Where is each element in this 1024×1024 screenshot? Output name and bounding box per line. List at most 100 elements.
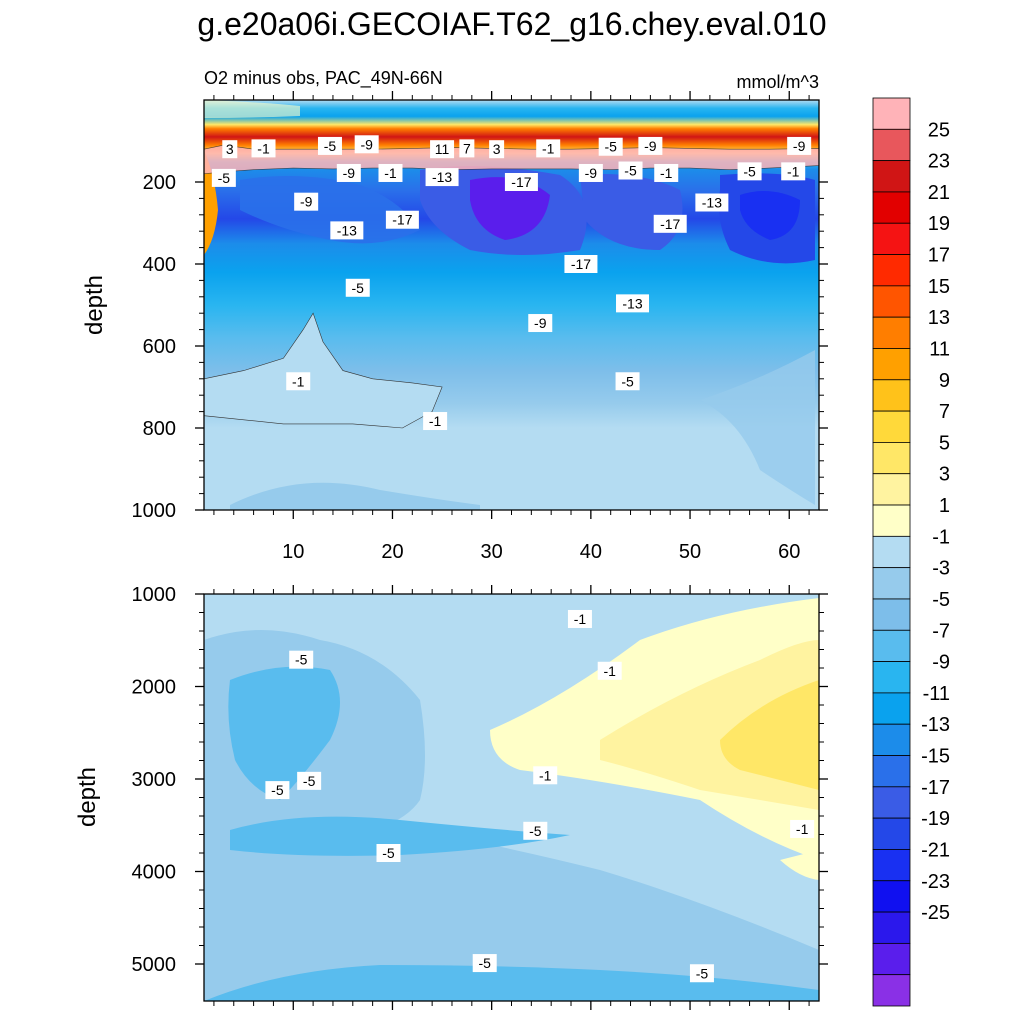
colorbar-label-9: 7: [939, 401, 950, 423]
contour-label-0-12: -9: [343, 165, 356, 181]
contour-label-0-29: -9: [534, 315, 547, 331]
colorbar-swatch-18: [872, 661, 911, 694]
colorbar-label-4: 17: [928, 245, 950, 267]
contour-label-1-0: -1: [574, 611, 587, 627]
colorbar-swatch-25: [872, 880, 911, 913]
colorbar-label-0: 25: [928, 119, 950, 141]
contour-label-0-7: -1: [542, 140, 555, 156]
contour-label-0-24: -13: [337, 222, 357, 238]
colorbar-swatch-6: [872, 285, 911, 318]
contour-label-bg-0-7: [536, 139, 561, 158]
colorbar-swatch-4: [872, 222, 911, 255]
lower-band-5-mid: [230, 816, 570, 856]
upper-east-band: [700, 350, 815, 505]
ytick-label-1-0: 1000: [132, 584, 177, 606]
contour-label-bg-1-8: [376, 844, 401, 862]
contour-label-bg-0-13: [378, 163, 403, 182]
contour-label-bg-1-2: [289, 650, 314, 669]
contour-label-bg-0-8: [598, 137, 623, 156]
colorbar-swatch-19: [872, 692, 911, 725]
lower-band-3-east: [720, 680, 819, 790]
contour-label-bg-0-10: [787, 136, 812, 155]
contour-label-bg-0-24: [330, 221, 364, 240]
upper-core-central-deep: [470, 177, 550, 240]
contour-label-bg-0-19: [695, 193, 729, 212]
colorbar-swatch-2: [872, 160, 911, 193]
colorbar-label-7: 11: [929, 338, 950, 360]
contour-label-1-5: -1: [539, 767, 552, 783]
contour-label-bg-0-4: [430, 140, 455, 159]
colorbar-label-15: -5: [932, 589, 950, 611]
colorbar-label-5: 15: [928, 276, 950, 298]
contour-label-bg-0-18: [654, 163, 679, 182]
upper-core-far-east-deep: [740, 191, 800, 240]
colorbar-label-11: 3: [939, 464, 950, 486]
colorbar-swatch-10: [872, 410, 911, 443]
xtick-label-1: 20: [381, 541, 403, 563]
figure-title: g.e20a06i.GECOIAF.T62_g16.chey.eval.010: [197, 6, 827, 42]
colorbar-swatch-11: [872, 442, 911, 475]
colorbar-label-25: -25: [921, 902, 950, 924]
colorbar-label-14: -3: [932, 558, 950, 580]
contour-label-bg-0-27: [345, 278, 370, 297]
upper-contour-labels: 3 -1 -5 -9 11 7 3 -1 -5 -9 -9-5 -9 -1 -13 -17-9 -5 -1-13…: [211, 135, 812, 431]
contour-label-bg-0-14: [425, 168, 459, 187]
contour-label-0-20: -5: [743, 163, 756, 179]
contour-label-0-5: 7: [463, 140, 471, 156]
contour-label-bg-0-15: [504, 173, 538, 191]
contour-label-1-1: -1: [603, 663, 616, 679]
xtick-label-3: 40: [580, 541, 602, 563]
lower-contour-labels: -1 -1 -5 -5 -5 -1 -1 -5 -5 -5 -5: [265, 609, 815, 983]
colorbar-swatch-24: [872, 849, 911, 882]
contour-label-0-15: -17: [511, 174, 531, 190]
colorbar-label-21: -17: [921, 777, 950, 799]
colorbar-label-20: -15: [921, 746, 950, 768]
colorbar-swatch-26: [872, 911, 911, 944]
contour-label-0-26: -17: [571, 256, 591, 272]
colorbar-swatch-14: [872, 535, 911, 569]
lower-band-5-west: [228, 666, 340, 800]
colorbar-swatch-21: [872, 755, 911, 788]
contour-label-bg-0-17: [618, 161, 643, 180]
contour-label-1-7: -5: [529, 823, 542, 839]
contour-label-0-22: -9: [300, 194, 313, 210]
contour-label-0-0: 3: [226, 141, 234, 157]
contour-label-bg-1-3: [265, 781, 290, 800]
xtick-label-4: 50: [679, 541, 701, 563]
xtick-label-5: 60: [778, 541, 800, 563]
upper-panel: O2 minus obs, PAC_49N-66N mmol/m^3 200 40…: [81, 68, 828, 563]
contour-band-0: [203, 312, 443, 429]
contour-label-bg-1-5: [533, 766, 558, 785]
contour-label-bg-1-9: [472, 954, 497, 973]
contour-label-0-21: -1: [787, 163, 800, 179]
ytick-label-0-2: 600: [143, 336, 176, 358]
colorbar-label-22: -19: [921, 808, 950, 830]
lower-small-warm-patch: [780, 850, 819, 880]
colorbar-swatch-20: [872, 723, 911, 756]
contour-label-0-1: -1: [257, 140, 270, 156]
colorbar-label-10: 5: [939, 432, 950, 454]
contour-label-0-23: -17: [392, 212, 412, 228]
colorbar-swatch-28: [872, 974, 911, 1007]
contour-label-1-2: -5: [295, 652, 308, 668]
colorbar-swatch-9: [872, 379, 911, 412]
contour-label-1-9: -5: [478, 955, 491, 971]
colorbar-swatch-13: [872, 504, 911, 537]
colorbar-swatch-12: [872, 473, 911, 506]
contour-label-bg-0-20: [737, 162, 762, 181]
contour-label-1-3: -5: [271, 782, 284, 798]
contour-label-bg-0-31: [615, 372, 640, 391]
ytick-label-1-4: 5000: [132, 954, 177, 976]
contour-label-bg-0-25: [653, 214, 687, 233]
colorbar: 25 23 21 19 17 15 13 11 9 7 5 3 1 -1 -3 -5 -7 -9 -11 -13 -15…: [872, 97, 950, 1007]
colorbar-label-18: -11: [923, 683, 950, 705]
contour-label-1-4: -5: [303, 773, 316, 789]
contour-label-0-14: -13: [432, 169, 452, 185]
contour-label-1-8: -5: [382, 845, 395, 861]
contour-label-bg-1-7: [523, 821, 548, 840]
contour-label-bg-1-0: [567, 609, 592, 628]
lower-band-5-bottom: [204, 965, 819, 1001]
colorbar-label-23: -21: [921, 839, 950, 861]
colorbar-swatch-15: [872, 567, 911, 600]
